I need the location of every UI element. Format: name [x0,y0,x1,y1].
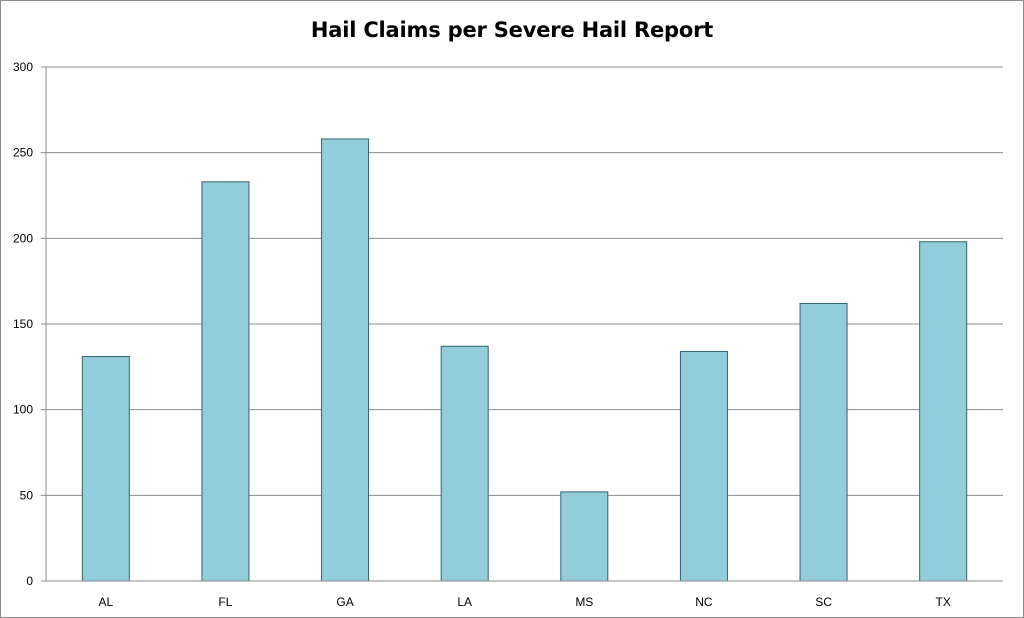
y-tick-label-250: 250 [13,146,33,160]
y-tick-label-150: 150 [13,317,33,331]
y-tick-label-300: 300 [13,60,33,74]
y-tick-label-0: 0 [26,574,33,588]
bar-FL [201,181,250,582]
x-tick-label-TX: TX [936,595,951,609]
x-tick-label-FL: FL [218,595,232,609]
bar-MS [560,491,609,582]
chart-title: Hail Claims per Severe Hail Report [310,18,714,42]
x-tick-label-LA: LA [457,595,472,609]
x-tick-label-NC: NC [695,595,713,609]
bar-AL [81,356,130,582]
y-tick-label-100: 100 [13,403,33,417]
bar-LA [440,345,489,582]
x-tick-label-GA: GA [336,595,353,609]
bar-SC [799,302,848,582]
x-tick-label-AL: AL [98,595,113,609]
bar-GA [321,138,370,582]
y-tick-label-50: 50 [20,488,34,502]
bar-NC [679,350,728,582]
x-tick-label-MS: MS [575,595,593,609]
y-tick-label-200: 200 [13,231,33,245]
x-tick-label-SC: SC [815,595,832,609]
bar-TX [919,241,968,582]
